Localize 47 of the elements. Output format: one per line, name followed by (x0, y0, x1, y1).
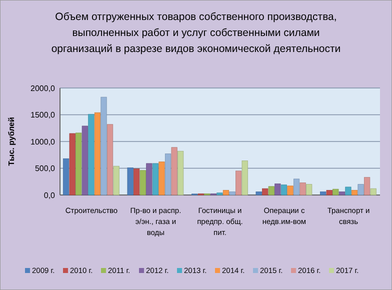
y-tick-label: 0,0 (44, 190, 56, 200)
bar (364, 177, 370, 196)
bar (236, 170, 242, 196)
bar (332, 188, 339, 196)
bar (306, 184, 312, 196)
chart-title: Объем отгруженных товаров собственного производства, выполненных работ и услуг собственными силами организаций в разрезе видов экономической деятельности (51, 11, 341, 55)
bar (216, 192, 223, 196)
bar (320, 192, 326, 196)
bar (300, 182, 306, 196)
bar (152, 163, 158, 196)
bar (82, 126, 88, 196)
bar (358, 184, 364, 196)
bar (88, 114, 94, 196)
y-tick-label: 500,0 (34, 164, 56, 174)
bar (293, 178, 300, 196)
bar (268, 186, 274, 196)
bar (287, 186, 294, 196)
bar (242, 160, 248, 196)
bar (94, 112, 101, 196)
bar (222, 190, 230, 196)
bar (280, 184, 287, 196)
bar (178, 150, 184, 196)
bar (134, 168, 140, 196)
bar (338, 192, 345, 196)
bar (256, 192, 262, 196)
y-tick-label: 1000,0 (30, 137, 56, 146)
bar (229, 192, 236, 196)
bar (345, 186, 352, 196)
bar (351, 190, 358, 196)
bar (76, 132, 82, 196)
bar (140, 170, 146, 196)
bar (171, 147, 178, 196)
bar (63, 158, 70, 196)
bar (326, 190, 332, 196)
bar (106, 124, 114, 196)
bar (164, 154, 172, 196)
y-tick-label: 1500,0 (30, 110, 56, 120)
bar (158, 162, 165, 196)
bar (370, 188, 376, 196)
y-tick-label: 2000,0 (30, 84, 56, 93)
y-axis-title: Тыс. рублей (7, 117, 16, 166)
bar (146, 163, 152, 196)
bar (274, 184, 281, 196)
bar (127, 168, 134, 196)
bar (69, 133, 76, 196)
bar (262, 188, 268, 196)
bar (113, 166, 120, 196)
